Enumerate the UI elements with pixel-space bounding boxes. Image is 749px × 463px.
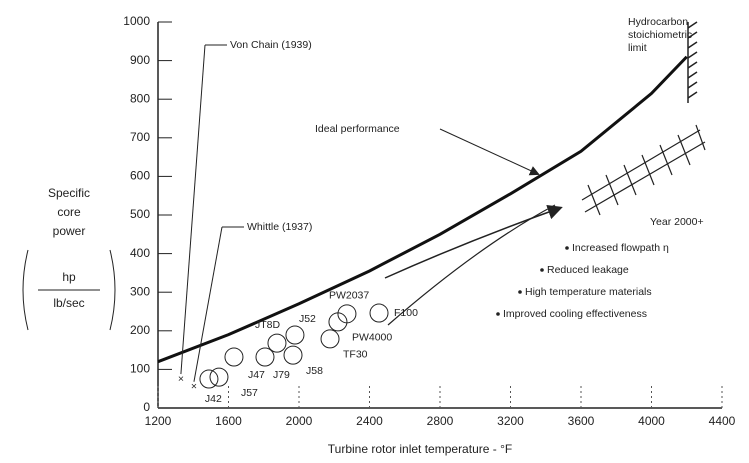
engine-label: PW2037	[329, 290, 369, 302]
x-axis-label: Turbine rotor inlet temperature - °F	[328, 442, 512, 456]
bullet-dot	[518, 290, 522, 294]
historic-leader	[193, 226, 223, 382]
bullet-text: Improved cooling effectiveness	[503, 308, 647, 320]
engine-point	[320, 329, 340, 349]
historic-point: ×	[178, 373, 184, 385]
historic-label: Whittle (1937)	[247, 221, 312, 233]
engine-point	[337, 304, 357, 324]
bullet-text: Reduced leakage	[547, 264, 629, 276]
y-tick-label: 1000	[123, 14, 150, 28]
limit-label: stoichiometric	[628, 29, 692, 41]
y-tick-label: 200	[130, 323, 150, 337]
historic-point: ×	[191, 381, 197, 393]
x-tick-label: 4000	[638, 414, 665, 428]
engine-point	[255, 347, 275, 367]
bullet-dot	[496, 312, 500, 316]
engine-point	[285, 325, 305, 345]
engine-label: PW4000	[352, 332, 392, 344]
x-tick-label: 1600	[215, 414, 242, 428]
y-tick-label: 100	[130, 362, 150, 376]
bullet-text: Increased flowpath η	[572, 242, 669, 254]
engine-label: J52	[299, 313, 316, 325]
future-label: Year 2000+	[650, 216, 704, 228]
engine-point	[369, 303, 389, 323]
engine-label: TF30	[343, 349, 368, 361]
bullet-dot	[565, 246, 569, 250]
x-tick-label: 2000	[286, 414, 313, 428]
engine-label: J42	[205, 393, 222, 405]
y-tick-label: 500	[130, 207, 150, 221]
engine-label: J47	[248, 369, 265, 381]
y-unit: lb/sec	[53, 296, 84, 310]
engine-point	[283, 345, 303, 365]
y-tick-label: 600	[130, 169, 150, 183]
y-axis-label: power	[53, 224, 86, 238]
engine-point	[267, 333, 287, 353]
engine-point	[199, 369, 219, 389]
historic-leader	[180, 44, 206, 375]
x-tick-label: 2400	[356, 414, 383, 428]
y-tick-label: 900	[130, 53, 150, 67]
engine-label: J79	[273, 369, 290, 381]
bullet-dot	[540, 268, 544, 272]
x-tick-label: 4400	[709, 414, 736, 428]
y-unit: hp	[62, 270, 76, 284]
limit-label: limit	[628, 42, 647, 54]
x-tick-label: 3200	[497, 414, 524, 428]
engine-label: J57	[241, 387, 258, 399]
curve-pointer	[439, 128, 540, 176]
engine-point	[224, 347, 244, 367]
engine-label: F100	[394, 307, 418, 319]
historic-label: Von Chain (1939)	[230, 39, 312, 51]
y-tick-label: 800	[130, 91, 150, 105]
curve-label: Ideal performance	[315, 123, 400, 135]
x-tick-label: 1200	[145, 414, 172, 428]
ideal-curve	[157, 55, 688, 364]
engine-point	[209, 367, 229, 387]
x-tick-label: 3600	[568, 414, 595, 428]
y-axis-label: core	[57, 205, 81, 219]
engine-label: JT8D	[255, 319, 281, 331]
y-tick-label: 400	[130, 246, 150, 260]
y-axis-label: Specific	[48, 186, 90, 200]
y-tick-label: 700	[130, 130, 150, 144]
engine-label: J58	[306, 365, 323, 377]
decoration	[22, 21, 706, 331]
y-tick-label: 300	[130, 284, 150, 298]
limit-label: Hydrocarbon	[628, 16, 688, 28]
bullet-text: High temperature materials	[525, 286, 652, 298]
y-tick-label: 0	[143, 400, 150, 414]
x-tick-label: 2800	[427, 414, 454, 428]
